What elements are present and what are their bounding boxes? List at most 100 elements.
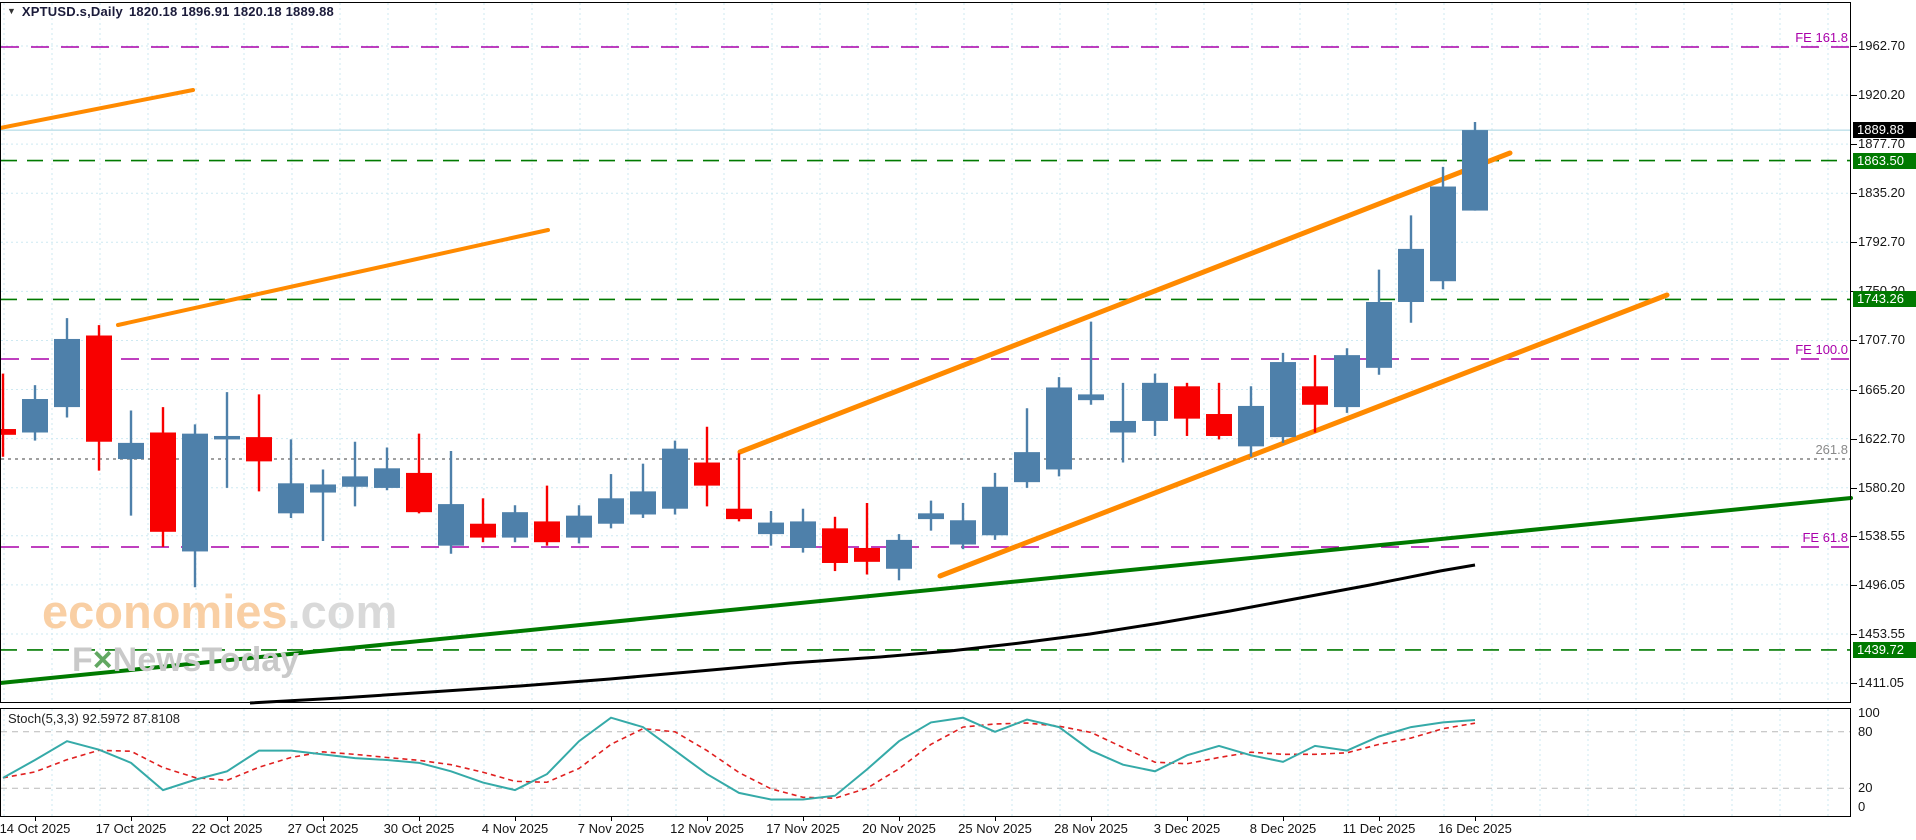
candle-body	[0, 429, 16, 435]
candle-body	[822, 528, 848, 563]
candle-body	[342, 476, 368, 487]
price-axis-tick	[1851, 95, 1857, 97]
date-axis-label: 11 Dec 2025	[1342, 821, 1416, 836]
triangle-down-icon[interactable]: ▼	[7, 5, 16, 16]
candle-body	[310, 484, 336, 493]
candle-body	[86, 335, 112, 442]
candle-body	[118, 442, 144, 460]
price-axis-tick	[1851, 193, 1857, 195]
price-axis-tick	[1851, 438, 1857, 440]
candle-body	[886, 539, 912, 569]
date-axis-tick	[227, 817, 228, 821]
date-axis-tick	[35, 817, 36, 821]
orange-segment-upper-left[interactable]	[0, 88, 195, 130]
date-axis-label: 16 Dec 2025	[1438, 821, 1512, 836]
candle-body	[502, 512, 528, 538]
watermark-brand-name: economies	[42, 585, 288, 638]
date-axis-label: 4 Nov 2025	[481, 821, 549, 836]
candle-body	[758, 522, 784, 535]
date-axis-label: 25 Nov 2025	[958, 821, 1032, 836]
price-axis-label: 1538.55	[1858, 527, 1905, 543]
watermark-brand-tld: .com	[287, 585, 398, 638]
candle-body	[566, 515, 592, 538]
candle-body	[278, 483, 304, 514]
date-axis-label: 17 Oct 2025	[95, 821, 167, 836]
gray-level-label: 261.8	[1815, 442, 1848, 457]
candle-body	[54, 338, 80, 408]
candle-body	[438, 504, 464, 546]
symbol-period-label: XPTUSD.s,Daily	[21, 3, 123, 19]
candle-body	[1110, 420, 1136, 433]
price-axis-tick	[1851, 144, 1857, 146]
stoch-percent-d-line	[2, 722, 1476, 800]
date-axis-tick	[515, 817, 516, 821]
candle-body	[1014, 452, 1040, 483]
candle-body	[1398, 248, 1424, 303]
price-axis-label: 1580.20	[1858, 479, 1905, 495]
candle-body	[1046, 387, 1072, 470]
date-axis-tick	[611, 817, 612, 821]
candle-body	[406, 472, 432, 513]
date-axis-tick	[131, 817, 132, 821]
date-axis-label: 14 Oct 2025	[0, 821, 71, 836]
date-axis-label: 28 Nov 2025	[1054, 821, 1128, 836]
candle-body	[1238, 405, 1264, 447]
candle-body	[22, 399, 48, 433]
date-axis-label: 17 Nov 2025	[766, 821, 840, 836]
green-support-line[interactable]	[0, 496, 1853, 685]
candle-body	[630, 491, 656, 515]
price-axis-tick	[1851, 487, 1857, 489]
chart-title-bar: ▼ XPTUSD.s,Daily 1820.18 1896.91 1820.18…	[7, 3, 334, 19]
price-axis-label: 1411.05	[1858, 675, 1905, 691]
ohlc-values: 1820.18 1896.91 1820.18 1889.88	[128, 3, 334, 19]
candle-body	[1334, 355, 1360, 408]
date-axis-label: 27 Oct 2025	[287, 821, 359, 836]
candle-body	[1206, 414, 1232, 436]
price-axis-label: 1877.70	[1858, 136, 1905, 152]
price-axis-label: 1707.70	[1858, 332, 1905, 348]
fibonacci-label: FE 100.0	[1795, 342, 1848, 357]
price-axis-tick	[1851, 584, 1857, 586]
candle-body	[694, 462, 720, 486]
price-axis-label: 1835.20	[1858, 185, 1905, 201]
candle-body	[1462, 130, 1488, 211]
price-axis-label: 1453.55	[1858, 625, 1905, 641]
price-axis-label: 1496.05	[1858, 576, 1905, 592]
price-axis-label: 1622.70	[1858, 430, 1905, 446]
date-axis-label: 12 Nov 2025	[670, 821, 744, 836]
price-axis-tick	[1851, 683, 1857, 685]
orange-channel-upper[interactable]	[737, 150, 1513, 455]
price-axis-label: 1665.20	[1858, 381, 1905, 397]
watermark: economies.com F×NewsToday	[42, 588, 397, 677]
black-ma-line[interactable]	[249, 563, 1476, 705]
price-highlight-badge: 1863.50	[1853, 152, 1916, 169]
price-axis-label: 1792.70	[1858, 234, 1905, 250]
candle-body	[374, 468, 400, 488]
candle-body	[1142, 382, 1168, 421]
candle-body	[1302, 386, 1328, 405]
date-axis-label: 22 Oct 2025	[191, 821, 263, 836]
candle-body	[1174, 386, 1200, 419]
date-axis-tick	[899, 817, 900, 821]
candle-body	[534, 521, 560, 543]
price-axis-tick	[1851, 46, 1857, 47]
candle-body	[854, 547, 880, 562]
candle-body	[726, 508, 752, 520]
date-axis-tick	[419, 817, 420, 821]
orange-channel-lower[interactable]	[937, 292, 1670, 579]
fibonacci-label: FE 61.8	[1802, 530, 1848, 545]
candle-body	[1078, 394, 1104, 401]
price-highlight-badge: 1889.88	[1853, 122, 1916, 139]
date-axis-tick	[1379, 817, 1380, 821]
price-highlight-badge: 1743.26	[1853, 291, 1916, 308]
candle-body	[470, 523, 496, 538]
price-highlight-badge: 1439.72	[1853, 641, 1916, 658]
orange-segment-mid-left[interactable]	[116, 228, 550, 327]
price-axis-label: 1962.70	[1858, 38, 1905, 53]
fibonacci-label: FE 161.8	[1795, 30, 1848, 45]
date-axis-tick	[1475, 817, 1476, 821]
watermark-f: F	[72, 641, 93, 679]
candle-body	[1270, 362, 1296, 438]
stoch-percent-k-line	[2, 716, 1476, 801]
